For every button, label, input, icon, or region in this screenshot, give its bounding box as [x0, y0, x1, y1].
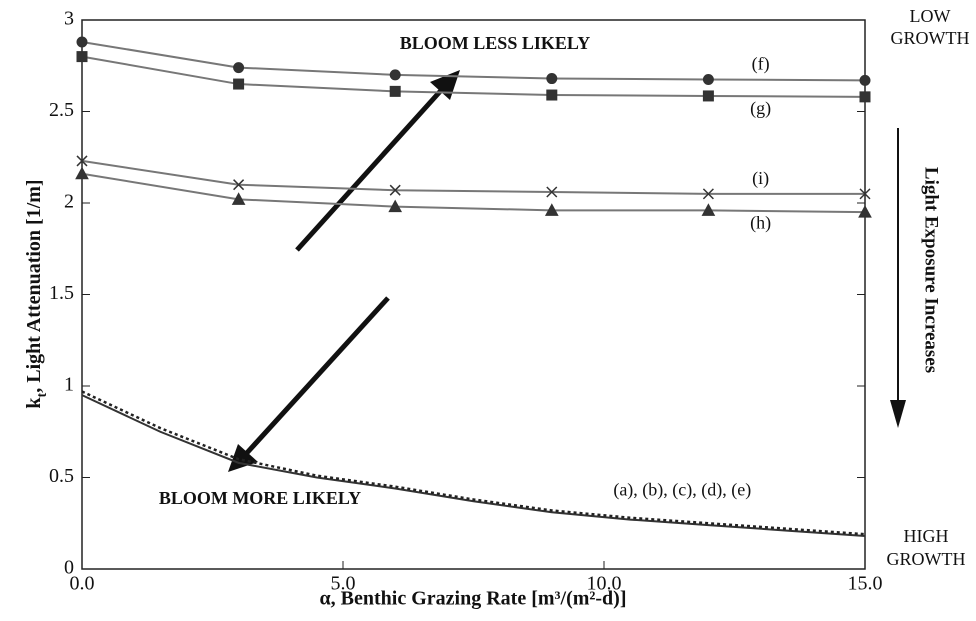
y-tick-label: 1.5 [49, 282, 74, 304]
marker [702, 90, 714, 102]
annotation: Light Exposure Increases [921, 167, 942, 373]
marker [76, 155, 88, 167]
y-tick-label: 2 [64, 191, 74, 213]
series-line [81, 394, 866, 538]
y-tick-label: 0.5 [49, 465, 74, 487]
y-tick-label: 0 [64, 557, 74, 579]
annotation: HIGH [904, 526, 949, 546]
series-line [81, 172, 866, 214]
marker [388, 199, 403, 213]
marker [858, 205, 872, 218]
series-label: (h) [750, 212, 771, 233]
series-label: (i) [752, 168, 769, 189]
x-tick-label: 10.0 [587, 573, 622, 595]
marker [859, 74, 871, 86]
series-label: (a), (b), (c), (d), (e) [613, 480, 751, 501]
annotation: BLOOM LESS LIKELY [400, 33, 590, 53]
marker [389, 85, 401, 97]
y-axis-label: kt, Light Attenuation [1/m] [23, 179, 50, 408]
series-label: (g) [750, 98, 771, 119]
marker [389, 184, 401, 196]
arrow [243, 296, 390, 457]
marker [546, 73, 558, 85]
annotation: GROWTH [891, 28, 970, 48]
series-line [81, 390, 866, 536]
x-tick-label: 0.0 [70, 573, 95, 595]
x-axis-label: α, Benthic Grazing Rate [m³/(m²-d)] [320, 588, 627, 610]
marker [233, 179, 245, 191]
annotation: BLOOM MORE LIKELY [159, 488, 361, 508]
annotation: GROWTH [887, 549, 966, 569]
arrow-head [890, 400, 906, 428]
y-label-rest: , Light Attenuation [1/m] [23, 179, 45, 392]
series-label: (f) [752, 54, 770, 75]
series-line [81, 159, 865, 195]
marker [544, 203, 559, 216]
series-line [81, 55, 866, 98]
marker [859, 91, 871, 103]
marker [76, 51, 88, 63]
x-tick-label: 15.0 [848, 573, 883, 595]
marker [233, 62, 245, 74]
y-label-sub: t [35, 392, 50, 397]
marker [76, 36, 88, 48]
annotation: LOW [910, 6, 951, 26]
marker [546, 186, 558, 198]
arrow [295, 84, 447, 252]
y-tick-label: 3 [64, 8, 74, 30]
marker [702, 188, 714, 200]
y-tick-label: 1 [64, 374, 74, 396]
marker [701, 203, 716, 216]
marker [546, 89, 558, 101]
marker [233, 78, 245, 90]
marker [389, 69, 401, 81]
marker [75, 166, 89, 180]
y-tick-label: 2.5 [49, 99, 74, 121]
x-tick-label: 5.0 [331, 573, 356, 595]
series-line [81, 40, 866, 82]
marker [231, 192, 246, 205]
marker [702, 73, 714, 85]
arrow-head [228, 444, 258, 472]
y-label-main: k [23, 397, 45, 409]
marker [859, 188, 871, 200]
